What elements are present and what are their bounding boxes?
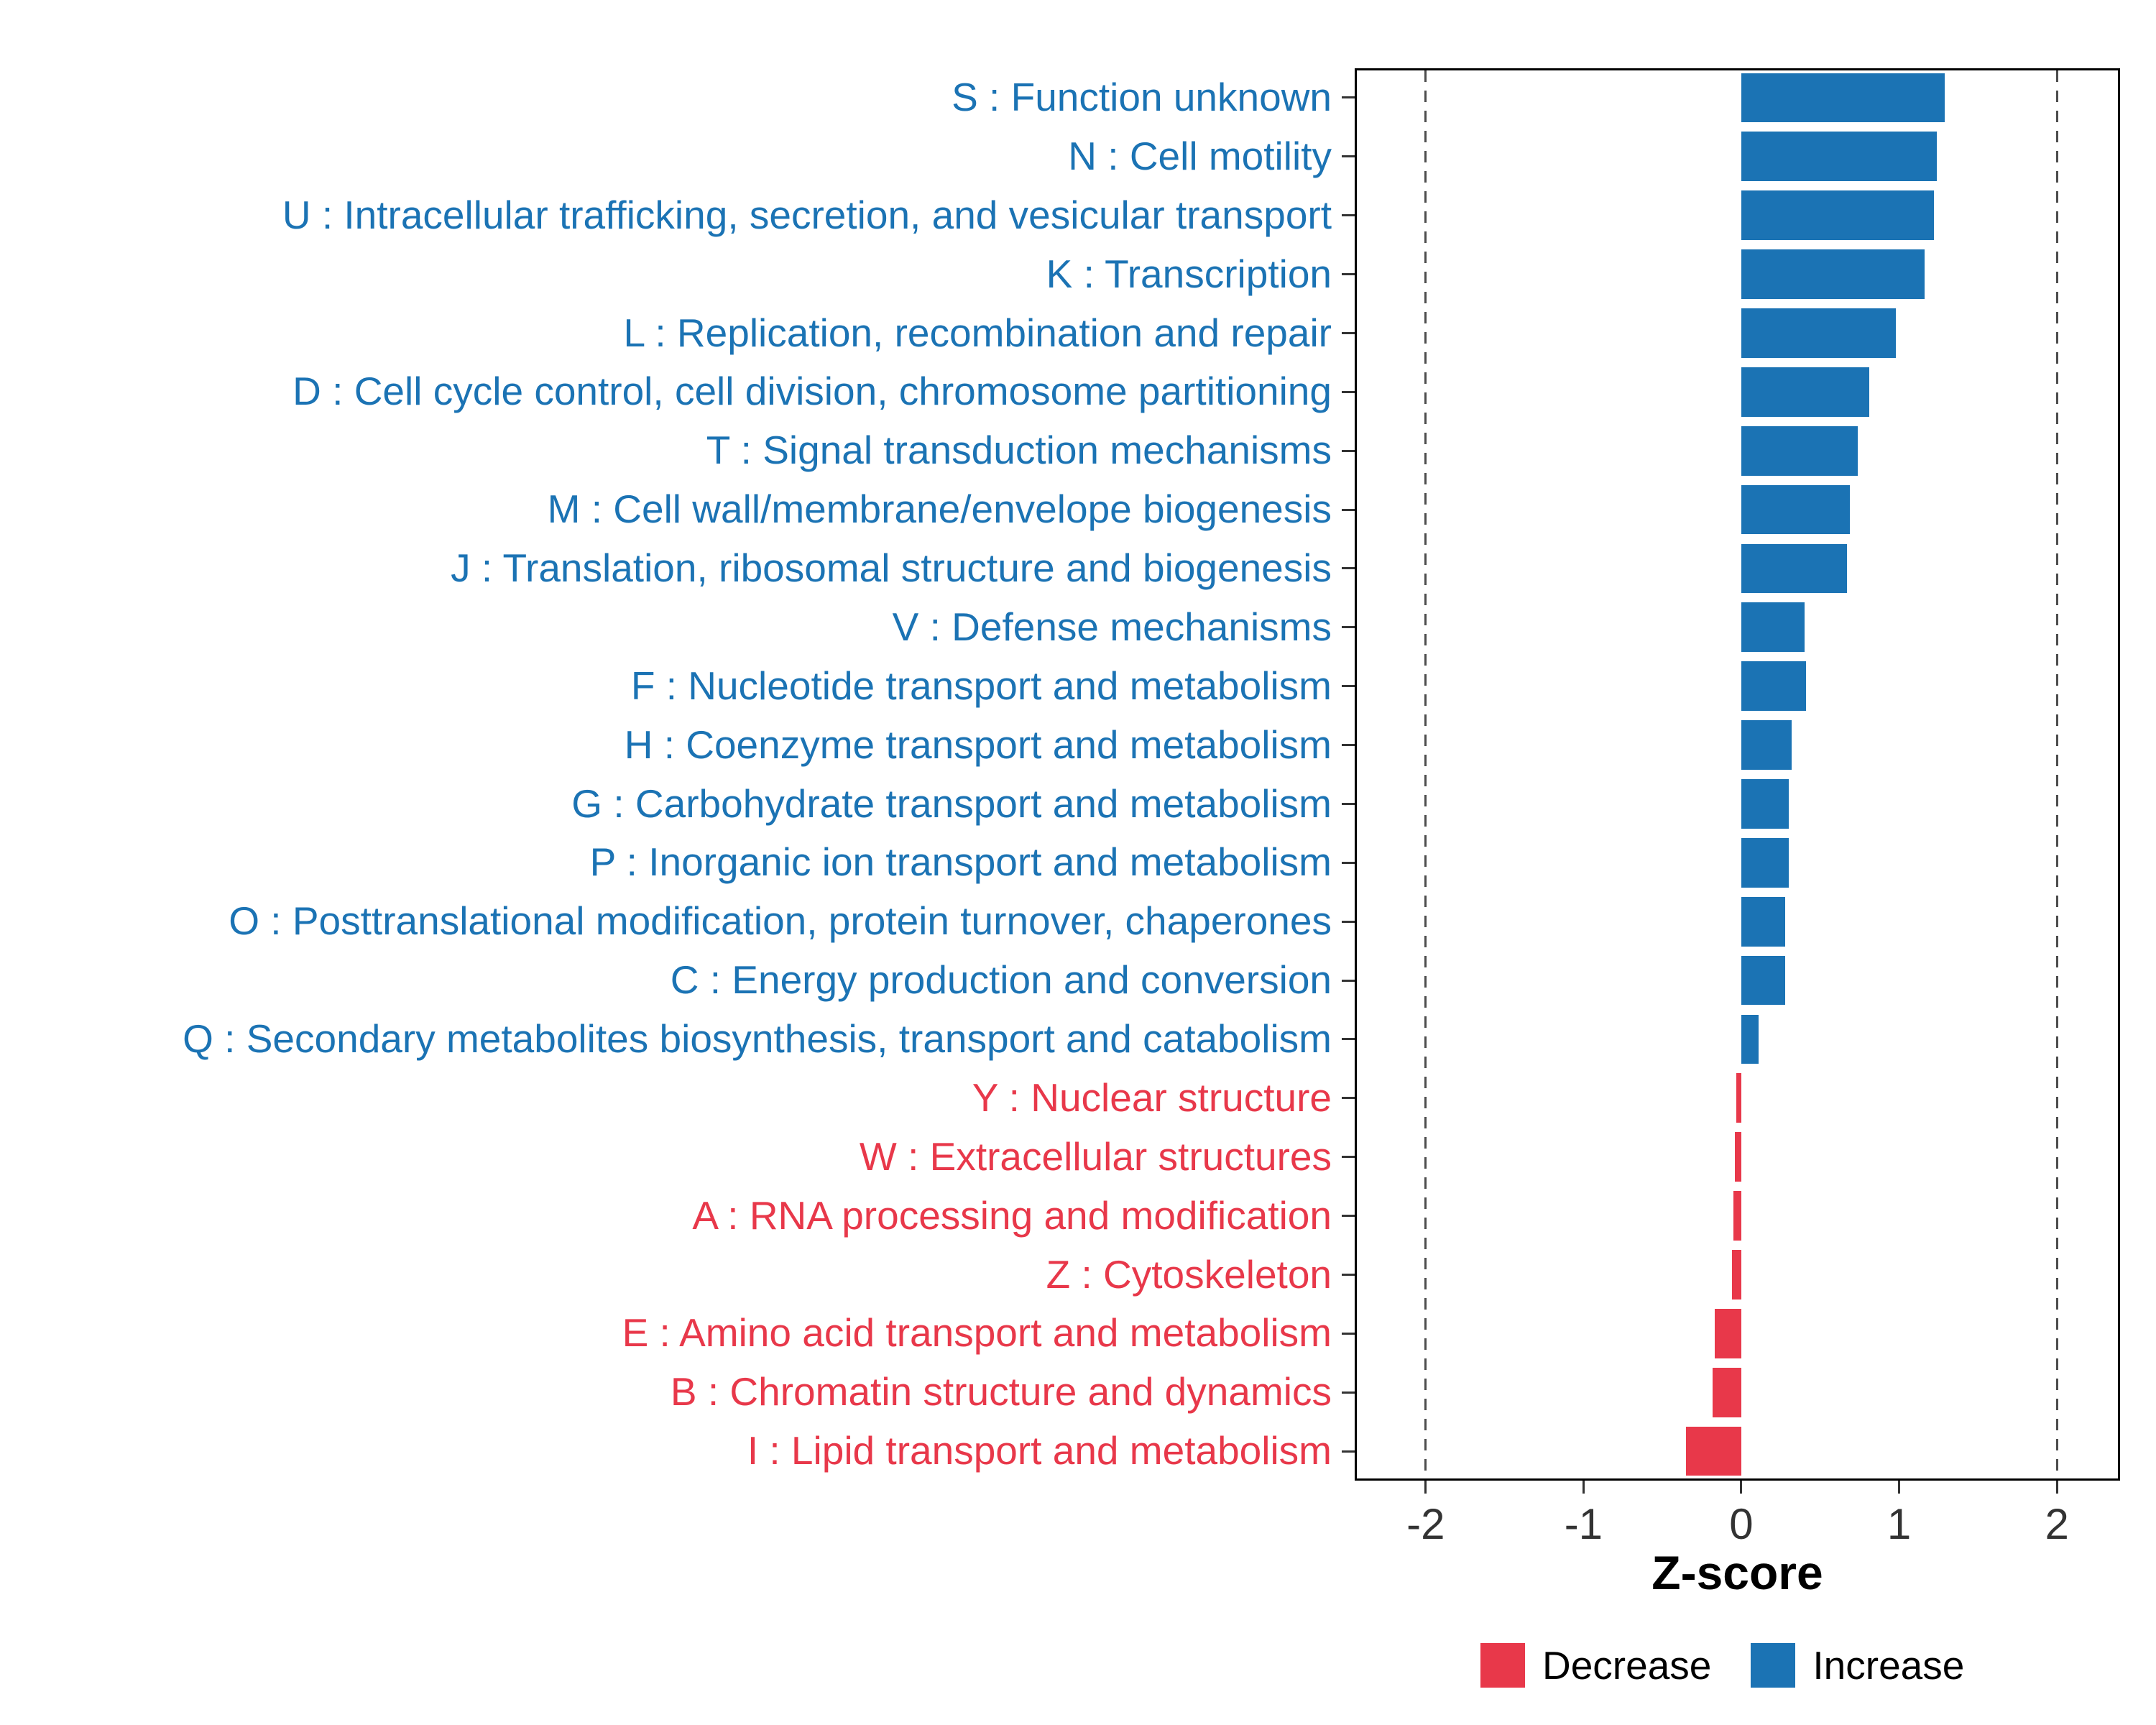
x-axis-tick [2055, 1481, 2058, 1494]
bar [1731, 1250, 1741, 1300]
category-label: T : Signal transduction mechanisms [706, 428, 1332, 473]
category-label: L : Replication, recombination and repai… [623, 310, 1332, 355]
y-axis-tick [1342, 979, 1355, 982]
x-tick-label: -2 [1406, 1500, 1445, 1548]
category-label: V : Defense mechanisms [892, 604, 1332, 649]
legend-swatch-decrease [1480, 1643, 1525, 1688]
bar [1741, 896, 1786, 947]
category-label: P : Inorganic ion transport and metaboli… [589, 840, 1332, 885]
bar [1733, 1191, 1741, 1241]
category-label: Y : Nuclear structure [972, 1075, 1332, 1120]
bar [1741, 73, 1945, 123]
y-axis-tick [1342, 1450, 1355, 1453]
category-label: S : Function unknown [952, 75, 1332, 119]
bar [1741, 720, 1792, 770]
y-axis-tick [1342, 802, 1355, 805]
bar [1714, 1308, 1741, 1358]
y-axis-tick [1342, 567, 1355, 570]
category-label: Z : Cytoskeleton [1046, 1251, 1332, 1297]
x-axis-tick [1740, 1481, 1743, 1494]
y-axis-tick [1342, 1097, 1355, 1100]
y-axis-tick [1342, 1391, 1355, 1394]
y-axis-tick [1342, 1332, 1355, 1335]
category-label: I : Lipid transport and metabolism [747, 1428, 1332, 1473]
y-axis-tick [1342, 920, 1355, 923]
bar [1741, 484, 1851, 535]
y-axis-tick [1342, 155, 1355, 158]
y-axis-tick [1342, 1273, 1355, 1276]
x-axis-tick [1582, 1481, 1585, 1494]
x-axis-tick [1898, 1481, 1901, 1494]
legend-label: Decrease [1542, 1643, 1712, 1688]
bar [1741, 543, 1848, 594]
legend: Decrease Increase [1480, 1642, 1964, 1688]
bar [1741, 249, 1925, 299]
reference-line [1424, 70, 1427, 1478]
category-label: H : Coenzyme transport and metabolism [624, 722, 1332, 767]
y-axis-tick [1342, 1215, 1355, 1218]
bar [1741, 367, 1869, 417]
bar [1741, 426, 1858, 476]
bar [1741, 955, 1786, 1006]
bar [1741, 1014, 1759, 1064]
bar [1741, 308, 1897, 358]
x-axis-title: Z-score [1651, 1546, 1823, 1599]
bar [1713, 1367, 1741, 1417]
bar [1741, 132, 1938, 182]
y-axis-tick [1342, 1156, 1355, 1159]
bar [1741, 190, 1934, 241]
y-axis-tick [1342, 508, 1355, 511]
x-tick-label: -1 [1564, 1500, 1603, 1548]
y-axis-tick [1342, 685, 1355, 688]
x-axis-tick [1424, 1481, 1427, 1494]
x-tick-label: 2 [2045, 1500, 2069, 1548]
bar [1735, 1132, 1741, 1182]
bar [1741, 779, 1789, 829]
bar [1686, 1426, 1741, 1476]
legend-label: Increase [1812, 1643, 1965, 1688]
bar [1736, 1073, 1741, 1123]
legend-item: Decrease [1480, 1642, 1711, 1688]
category-label: Q : Secondary metabolites biosynthesis, … [183, 1016, 1332, 1061]
category-label: D : Cell cycle control, cell division, c… [292, 369, 1332, 414]
y-axis-tick [1342, 214, 1355, 217]
category-label: B : Chromatin structure and dynamics [670, 1369, 1332, 1414]
bar [1741, 661, 1806, 712]
category-label: E : Amino acid transport and metabolism [622, 1310, 1332, 1356]
bar [1741, 602, 1805, 653]
category-label: J : Translation, ribosomal structure and… [451, 546, 1332, 590]
category-label: A : RNA processing and modification [692, 1192, 1332, 1238]
category-label: M : Cell wall/membrane/envelope biogenes… [547, 487, 1332, 532]
x-tick-label: 1 [1886, 1500, 1912, 1548]
category-label: O : Posttranslational modification, prot… [229, 898, 1332, 944]
category-label: F : Nucleotide transport and metabolism [630, 663, 1332, 708]
y-axis-tick [1342, 273, 1355, 276]
y-axis-tick [1342, 1038, 1355, 1041]
category-label: U : Intracellular trafficking, secretion… [282, 192, 1332, 237]
category-label: N : Cell motility [1068, 133, 1332, 178]
legend-swatch-increase [1751, 1643, 1796, 1688]
bar [1741, 837, 1789, 888]
y-axis-tick [1342, 626, 1355, 629]
category-label: W : Extracellular structures [859, 1133, 1332, 1179]
y-axis-tick [1342, 449, 1355, 452]
category-label: C : Energy production and conversion [670, 957, 1332, 1003]
x-tick-label: 0 [1729, 1500, 1754, 1548]
y-axis-tick [1342, 861, 1355, 864]
y-axis-tick [1342, 331, 1355, 334]
category-label: K : Transcription [1046, 251, 1332, 296]
reference-line [2055, 70, 2058, 1478]
category-label: G : Carbohydrate transport and metabolis… [571, 781, 1332, 826]
legend-item: Increase [1751, 1642, 1964, 1688]
plot-panel [1355, 68, 2120, 1481]
y-axis-tick [1342, 390, 1355, 393]
y-axis-tick [1342, 96, 1355, 99]
y-axis-tick [1342, 744, 1355, 747]
